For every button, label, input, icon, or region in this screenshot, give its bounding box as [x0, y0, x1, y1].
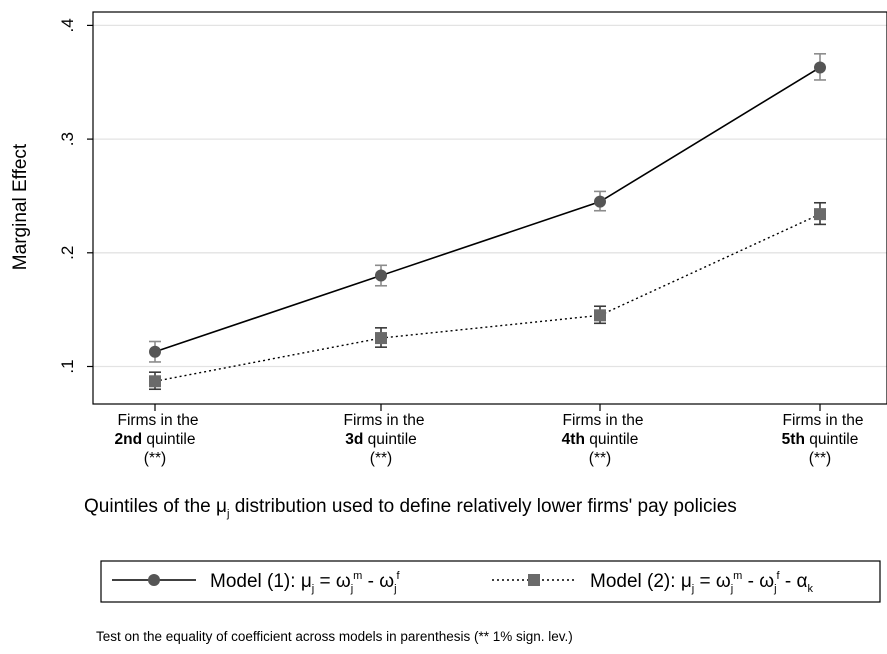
- gridlines: [93, 24, 887, 368]
- x-tick-label-rest-2: quintile: [585, 431, 638, 448]
- x-tick-label-line1-2: Firms in the: [563, 412, 644, 429]
- legend-box: [100, 560, 881, 603]
- x-tick-label-line1-3: Firms in the: [783, 412, 864, 429]
- x-tick-label-line2-3: 5th quintile: [782, 431, 859, 448]
- legend-marker-model-1: [148, 574, 160, 586]
- x-tick-label-bold-2: 4th: [562, 431, 585, 448]
- x-tick-label-bold-1: 3d: [345, 431, 363, 448]
- x-tick-label-line2-1: 3d quintile: [345, 431, 417, 448]
- series-1-line: [154, 66, 821, 353]
- y-tick-label-2: .3: [58, 132, 77, 146]
- x-tick-label-sig-0: (**): [144, 450, 166, 467]
- series-1-point-2: [594, 195, 606, 208]
- x-tick-label-rest-0: quintile: [142, 431, 195, 448]
- x-tick-label-sig-3: (**): [809, 450, 831, 467]
- series-1-point-1: [375, 269, 387, 282]
- x-tick-label-bold-3: 5th: [782, 431, 805, 448]
- y-axis: .1 .2 .3 .4: [58, 18, 93, 374]
- series-layer: [149, 53, 826, 391]
- series-2-line: [154, 213, 821, 382]
- x-axis-label: Quintiles of the μj distribution used to…: [84, 496, 737, 520]
- x-tick-label-bold-0: 2nd: [115, 431, 143, 448]
- legend: Model (1): μj = ωjm - ωjf Model (2): μj …: [100, 560, 881, 603]
- plot-frame: [92, 11, 887, 405]
- series-2-point-2: [594, 309, 606, 322]
- y-tick-label-0: .1: [58, 359, 77, 373]
- footnote: Test on the equality of coefficient acro…: [96, 629, 573, 644]
- x-tick-label-line1-0: Firms in the: [118, 412, 199, 429]
- y-tick-label-3: .4: [58, 18, 77, 32]
- x-tick-label-line2-2: 4th quintile: [562, 431, 639, 448]
- x-tick-label-line1-1: Firms in the: [344, 412, 425, 429]
- legend-label-model-1: Model (1): μj = ωjm - ωjf: [210, 570, 401, 595]
- x-tick-label-sig-2: (**): [589, 450, 611, 467]
- x-tick-label-line2-0: 2nd quintile: [115, 431, 196, 448]
- y-axis-label: Marginal Effect: [10, 143, 31, 270]
- x-tick-label-rest-3: quintile: [805, 431, 858, 448]
- legend-label-model-2: Model (2): μj = ωjm - ωjf - αk: [590, 570, 813, 595]
- y-tick-label-1: .2: [58, 246, 77, 260]
- x-tick-label-rest-1: quintile: [363, 431, 416, 448]
- series-2-point-1: [375, 332, 387, 345]
- series-2-point-0: [149, 375, 161, 388]
- series-1-point-0: [149, 345, 161, 358]
- series-1-point-3: [814, 61, 826, 74]
- x-axis: Firms in the 2nd quintile (**) Firms in the…: [115, 404, 864, 467]
- x-tick-label-sig-1: (**): [370, 450, 392, 467]
- legend-marker-model-2: [528, 574, 540, 586]
- series-2-point-3: [814, 208, 826, 221]
